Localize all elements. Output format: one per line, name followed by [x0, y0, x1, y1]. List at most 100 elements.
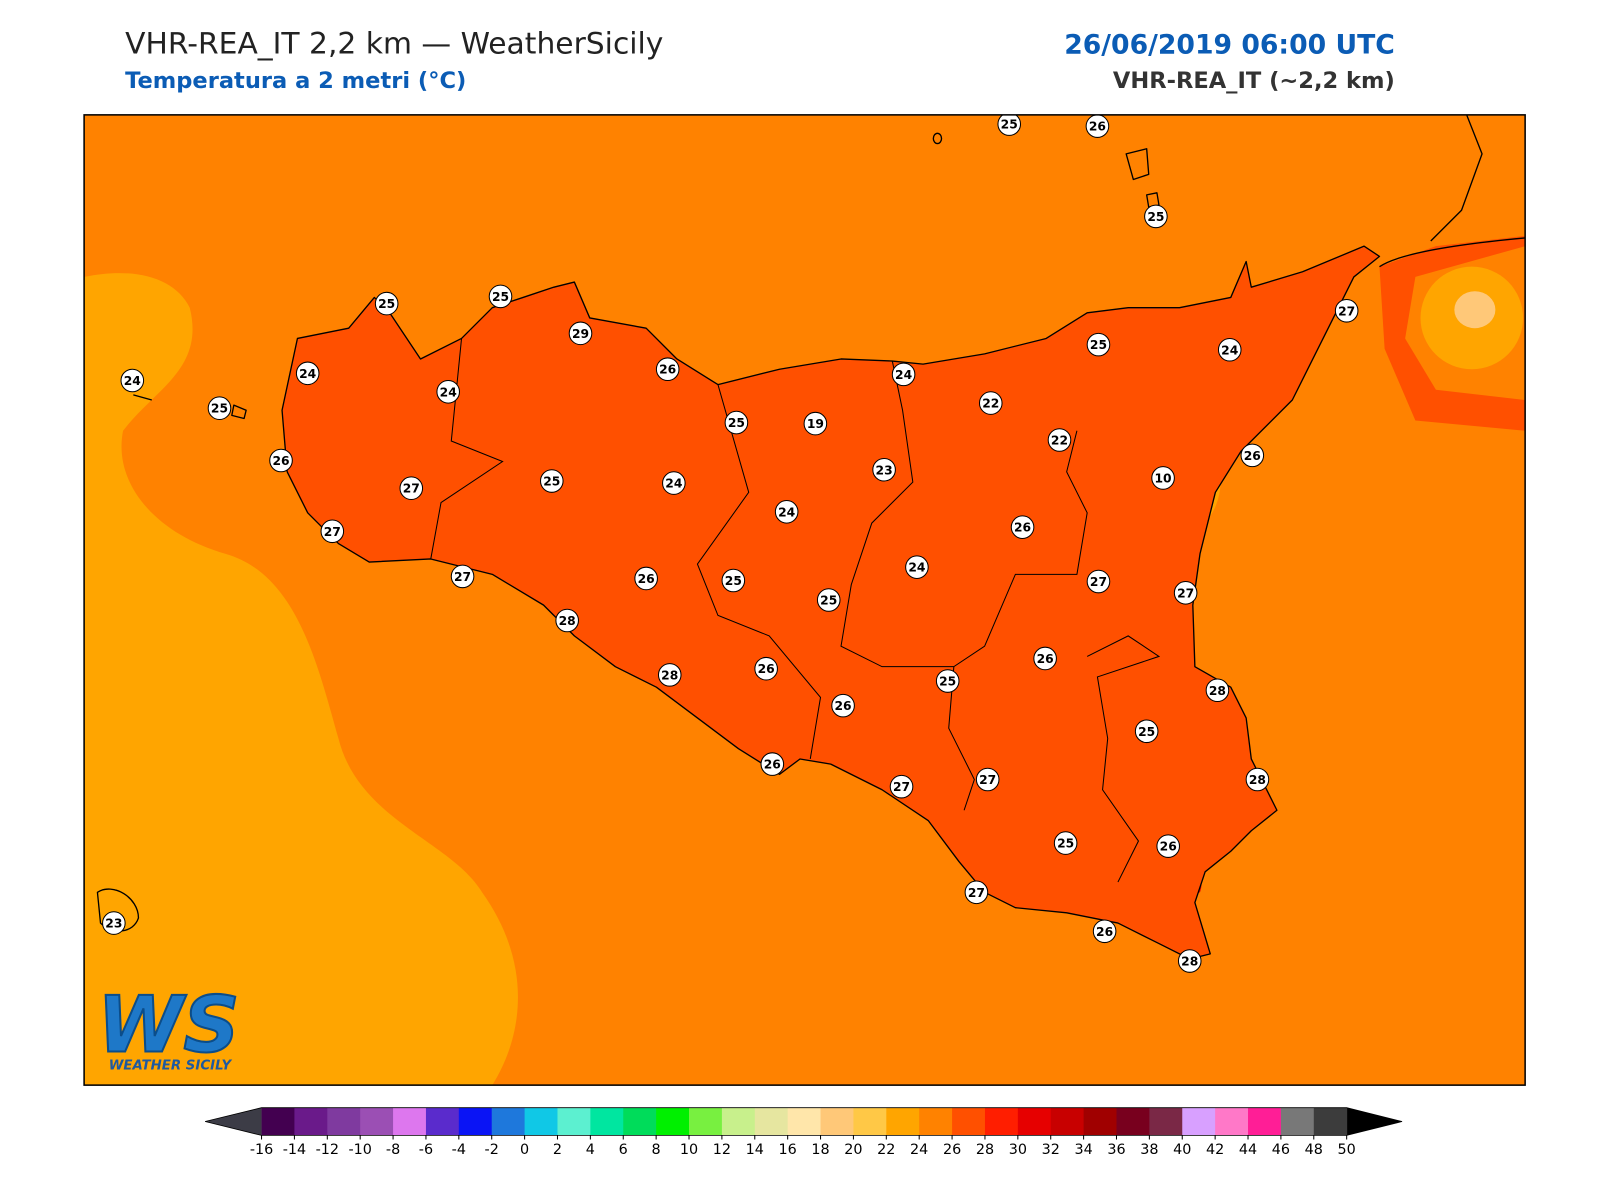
station: 25	[935, 669, 960, 693]
station-marker	[889, 774, 914, 799]
stations: 25 26 25 25 25 29 26 24 25 24 24 24 25 24 27 25 19 22 22 10…	[102, 114, 1359, 973]
station: 26	[831, 693, 855, 718]
station-marker	[662, 471, 686, 495]
station-value: 27	[893, 780, 910, 794]
station: 24	[436, 380, 460, 404]
station-marker	[975, 767, 1000, 792]
colorbar-segment	[656, 1107, 690, 1136]
station-marker	[539, 469, 564, 493]
station-value: 19	[807, 417, 824, 431]
station-marker	[555, 608, 579, 633]
station-value: 24	[778, 505, 795, 519]
station: 25	[488, 284, 513, 309]
calabria-peak	[1454, 291, 1496, 329]
colorbar-tick-label: -12	[316, 1142, 339, 1158]
station: 10	[1151, 466, 1175, 490]
colorbar-tick-label: 10	[680, 1142, 698, 1158]
station-value: 27	[968, 886, 985, 900]
station: 27	[1334, 298, 1359, 323]
subtitle: Temperatura a 2 metri (°C)	[125, 68, 466, 94]
station-marker	[1151, 466, 1175, 490]
station: 25	[997, 114, 1022, 136]
station-value: 27	[454, 570, 471, 584]
colorbar-segment	[787, 1107, 822, 1136]
station-marker	[1047, 428, 1072, 452]
station: 28	[1245, 767, 1270, 792]
station-value: 24	[299, 367, 316, 381]
station: 27	[450, 564, 475, 589]
station-value: 26	[1037, 652, 1054, 666]
station-marker	[1010, 515, 1035, 539]
colorbar-tick-label: 0	[520, 1142, 529, 1158]
station: 22	[1047, 428, 1072, 452]
station: 27	[1173, 581, 1198, 605]
station-value: 22	[1051, 434, 1068, 448]
station: 24	[774, 500, 799, 524]
station-value: 27	[403, 482, 420, 496]
station-marker	[891, 362, 916, 387]
colorbar-tick-label: 44	[1239, 1142, 1257, 1158]
station: 28	[555, 608, 579, 633]
station: 26	[1156, 834, 1180, 858]
station: 28	[1205, 678, 1230, 703]
colorbar-tick-label: 20	[844, 1142, 862, 1158]
station: 26	[1240, 443, 1265, 468]
station: 25	[374, 291, 399, 316]
station-marker	[1177, 949, 1202, 973]
colorbar-segment	[1313, 1107, 1348, 1136]
station: 25	[721, 568, 746, 593]
colorbar-segment	[1182, 1107, 1216, 1136]
station-value: 28	[661, 668, 678, 682]
colorbar-segment	[1116, 1107, 1150, 1136]
colorbar-tick-label: -6	[419, 1142, 433, 1158]
station: 19	[803, 411, 828, 436]
station-value: 25	[1001, 118, 1018, 132]
station: 26	[1085, 114, 1110, 138]
station-marker	[655, 357, 680, 382]
station-value: 26	[272, 454, 289, 468]
colorbar-tick-label: -10	[348, 1142, 371, 1158]
station-value: 23	[105, 917, 122, 931]
colorbar-segment	[919, 1107, 953, 1136]
station-value: 25	[939, 675, 956, 689]
station-marker	[436, 380, 460, 404]
station-value: 24	[895, 368, 912, 382]
station-value: 26	[638, 572, 655, 586]
colorbar-tick-label: 18	[811, 1142, 829, 1158]
station-marker	[760, 752, 785, 776]
station: 22	[978, 391, 1003, 415]
station: 24	[295, 361, 320, 386]
station-marker	[1217, 337, 1242, 362]
colorbar-tick-label: -16	[250, 1142, 273, 1158]
colorbar-tick-label: -8	[386, 1142, 400, 1158]
station-value: 24	[1221, 343, 1238, 357]
station: 26	[754, 656, 778, 681]
station-marker	[1085, 114, 1110, 138]
station-marker	[831, 693, 855, 718]
station: 24	[1217, 337, 1242, 362]
station: 26	[1010, 515, 1035, 539]
station-marker	[399, 476, 424, 500]
station: 26	[1092, 919, 1117, 944]
map-frame	[83, 114, 1526, 1086]
province-borders	[430, 338, 1161, 883]
station: 24	[120, 368, 145, 393]
logo-initials: WS	[97, 980, 239, 1070]
colorbar-segment	[623, 1107, 657, 1136]
colorbar-segment	[557, 1107, 591, 1136]
station: 24	[905, 555, 929, 579]
colorbar-tick-label: 24	[910, 1142, 928, 1158]
station-value: 26	[835, 699, 852, 713]
station-marker	[997, 114, 1022, 136]
colorbar-tick-label: 14	[746, 1142, 764, 1158]
logo-text: WEATHER SICILY	[109, 1059, 233, 1074]
station-value: 25	[211, 402, 228, 416]
station-value: 24	[440, 385, 457, 399]
station-value: 26	[1089, 120, 1106, 134]
colorbar-under	[205, 1107, 262, 1136]
colorbar-segment	[1083, 1107, 1118, 1136]
colorbar-tick-label: -14	[283, 1142, 306, 1158]
station-marker	[207, 396, 232, 420]
colorbar-segment	[1280, 1107, 1315, 1136]
